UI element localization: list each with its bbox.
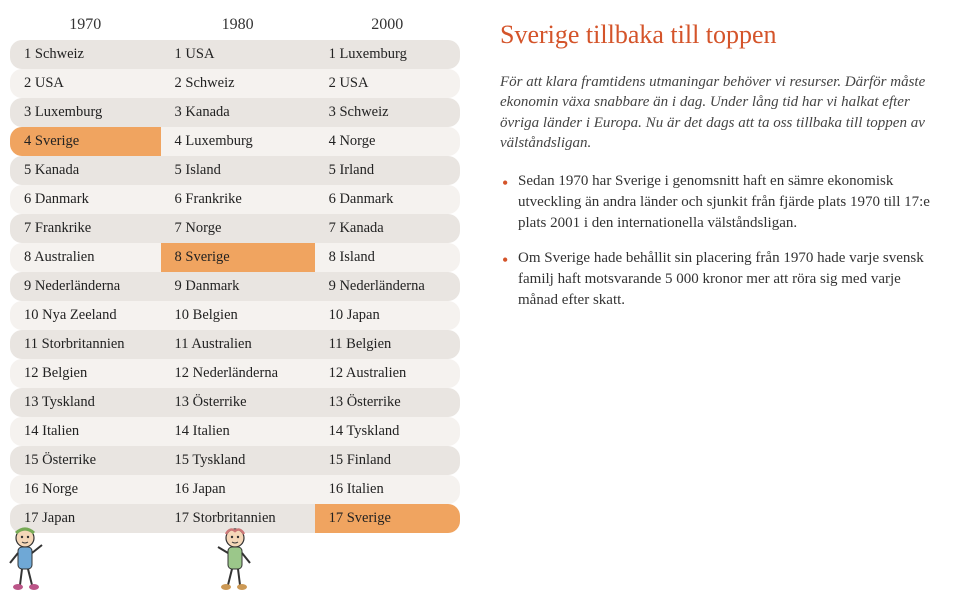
table-row: 9 Nederländerna9 Danmark9 Nederländerna <box>10 272 460 301</box>
table-cell: 9 Danmark <box>161 272 315 301</box>
table-row: 15 Österrike15 Tyskland15 Finland <box>10 446 460 475</box>
table-cell: 13 Österrike <box>161 388 315 417</box>
table-cell: 4 Luxemburg <box>161 127 315 156</box>
table-cell: 2 USA <box>10 69 161 98</box>
table-cell: 8 Sverige <box>161 243 315 272</box>
table-cell: 4 Sverige <box>10 127 161 156</box>
table-cell: 17 Sverige <box>315 504 460 533</box>
table-row: 3 Luxemburg3 Kanada3 Schweiz <box>10 98 460 127</box>
table-cell: 13 Österrike <box>315 388 460 417</box>
table-cell: 8 Island <box>315 243 460 272</box>
table-cell: 10 Belgien <box>161 301 315 330</box>
table-row: 1 Schweiz1 USA1 Luxemburg <box>10 40 460 69</box>
table-cell: 12 Belgien <box>10 359 161 388</box>
table-row: 12 Belgien12 Nederländerna12 Australien <box>10 359 460 388</box>
table-cell: 8 Australien <box>10 243 161 272</box>
table-cell: 11 Belgien <box>315 330 460 359</box>
table-cell: 11 Storbritannien <box>10 330 161 359</box>
table-cell: 3 Kanada <box>161 98 315 127</box>
table-row: 2 USA2 Schweiz2 USA <box>10 69 460 98</box>
table-cell: 4 Norge <box>315 127 460 156</box>
ranking-table: 1970 1980 2000 1 Schweiz1 USA1 Luxemburg… <box>10 10 460 533</box>
table-cell: 9 Nederländerna <box>315 272 460 301</box>
table-cell: 2 USA <box>315 69 460 98</box>
table-row: 4 Sverige4 Luxemburg4 Norge <box>10 127 460 156</box>
col-2000: 2000 <box>315 10 460 40</box>
table-cell: 7 Norge <box>161 214 315 243</box>
table-cell: 5 Island <box>161 156 315 185</box>
table-cell: 5 Kanada <box>10 156 161 185</box>
table-cell: 10 Japan <box>315 301 460 330</box>
table-cell: 14 Italien <box>161 417 315 446</box>
table-cell: 9 Nederländerna <box>10 272 161 301</box>
bullet-list: Sedan 1970 har Sverige i genomsnitt haft… <box>500 171 940 311</box>
table-row: 8 Australien8 Sverige8 Island <box>10 243 460 272</box>
table-cell: 15 Tyskland <box>161 446 315 475</box>
table-cell: 15 Finland <box>315 446 460 475</box>
table-cell: 11 Australien <box>161 330 315 359</box>
table-cell: 7 Kanada <box>315 214 460 243</box>
table-cell: 1 USA <box>161 40 315 69</box>
bullet-2: Om Sverige hade behållit sin placering f… <box>500 248 940 311</box>
intro-paragraph: För att klara framtidens utmaningar behö… <box>500 72 940 153</box>
table-row: 13 Tyskland13 Österrike13 Österrike <box>10 388 460 417</box>
bullet-1: Sedan 1970 har Sverige i genomsnitt haft… <box>500 171 940 234</box>
ranking-table-container: 1970 1980 2000 1 Schweiz1 USA1 Luxemburg… <box>10 10 460 588</box>
table-cell: 16 Norge <box>10 475 161 504</box>
col-1970: 1970 <box>10 10 161 40</box>
table-row: 16 Norge16 Japan16 Italien <box>10 475 460 504</box>
table-cell: 13 Tyskland <box>10 388 161 417</box>
page-heading: Sverige tillbaka till toppen <box>500 20 940 50</box>
table-cell: 14 Tyskland <box>315 417 460 446</box>
table-row: 6 Danmark6 Frankrike6 Danmark <box>10 185 460 214</box>
table-row: 14 Italien14 Italien14 Tyskland <box>10 417 460 446</box>
table-cell: 6 Danmark <box>315 185 460 214</box>
table-header-row: 1970 1980 2000 <box>10 10 460 40</box>
table-row: 5 Kanada5 Island5 Irland <box>10 156 460 185</box>
table-cell: 6 Frankrike <box>161 185 315 214</box>
table-cell: 16 Italien <box>315 475 460 504</box>
table-cell: 2 Schweiz <box>161 69 315 98</box>
table-cell: 3 Schweiz <box>315 98 460 127</box>
table-cell: 3 Luxemburg <box>10 98 161 127</box>
table-cell: 15 Österrike <box>10 446 161 475</box>
table-cell: 16 Japan <box>161 475 315 504</box>
table-cell: 12 Nederländerna <box>161 359 315 388</box>
cartoon-figure-right <box>210 523 260 593</box>
table-cell: 1 Luxemburg <box>315 40 460 69</box>
table-row: 7 Frankrike7 Norge7 Kanada <box>10 214 460 243</box>
table-cell: 6 Danmark <box>10 185 161 214</box>
table-cell: 12 Australien <box>315 359 460 388</box>
cartoon-figure-left <box>0 523 50 593</box>
table-row: 11 Storbritannien11 Australien11 Belgien <box>10 330 460 359</box>
table-cell: 10 Nya Zeeland <box>10 301 161 330</box>
col-1980: 1980 <box>161 10 315 40</box>
text-column: Sverige tillbaka till toppen För att kla… <box>460 10 940 588</box>
table-row: 10 Nya Zeeland10 Belgien10 Japan <box>10 301 460 330</box>
table-cell: 7 Frankrike <box>10 214 161 243</box>
table-cell: 5 Irland <box>315 156 460 185</box>
table-cell: 14 Italien <box>10 417 161 446</box>
table-cell: 1 Schweiz <box>10 40 161 69</box>
